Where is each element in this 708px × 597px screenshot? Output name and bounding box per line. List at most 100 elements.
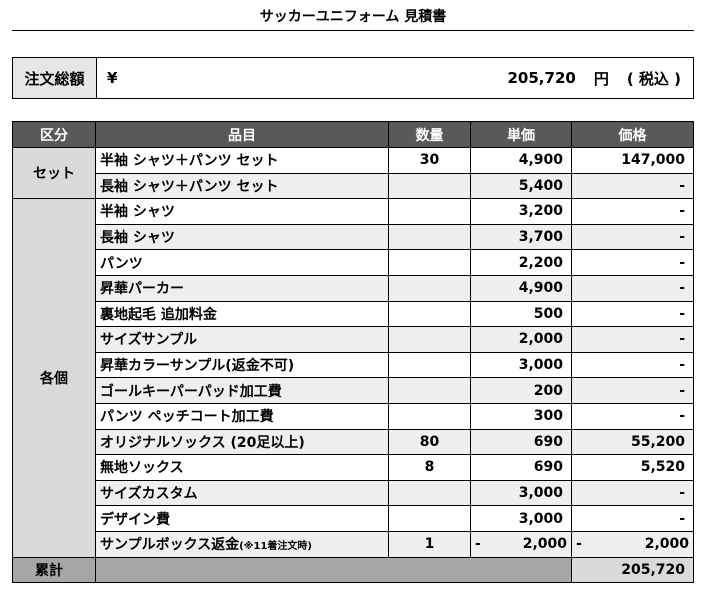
table-row: 無地ソックス 8 690 5,520 xyxy=(13,454,694,481)
col-header-qty: 数量 xyxy=(388,121,471,148)
table-row: サイズカスタム 3,000 - xyxy=(13,479,694,507)
row-amount: 55,200 xyxy=(571,428,694,456)
row-unit-price: 300 xyxy=(470,402,572,430)
table-row: ゴールキーパーパッド加工費 200 - xyxy=(13,377,694,404)
row-unit-price: 3,000 xyxy=(470,479,572,507)
row-amount: - xyxy=(571,300,694,328)
category-set: セット xyxy=(12,146,96,200)
row-item-note: (※11着注文時) xyxy=(239,541,312,553)
row-unit-price: 4,900 xyxy=(470,147,572,174)
row-item: ゴールキーパーパッド加工費 xyxy=(95,377,389,404)
table-row: 昇華パーカー 4,900 - xyxy=(13,274,694,302)
row-unit-price: 2,000 xyxy=(470,326,572,353)
table-row: パンツ 2,200 - xyxy=(13,249,694,276)
row-qty xyxy=(388,274,471,302)
summary-spacer xyxy=(95,556,572,584)
row-item: 長袖 シャツ xyxy=(95,223,389,251)
price-value: 2,000 xyxy=(522,536,567,553)
row-qty: 1 xyxy=(388,530,471,558)
row-amount: - xyxy=(571,351,694,379)
row-qty xyxy=(388,351,471,379)
document-title: サッカーユニフォーム 見積書 xyxy=(12,0,694,31)
row-amount: - xyxy=(571,505,694,532)
order-total-label: 注文総額 xyxy=(13,58,97,98)
row-qty xyxy=(388,479,471,507)
row-amount: 5,520 xyxy=(571,454,694,481)
row-item: 長袖 シャツ＋パンツ セット xyxy=(95,172,389,200)
row-unit-price: 500 xyxy=(470,300,572,328)
row-qty xyxy=(388,377,471,404)
row-qty: 30 xyxy=(388,147,471,174)
row-item: 昇華カラーサンプル(返金不可) xyxy=(95,351,389,379)
summary-row: 累計 205,720 xyxy=(12,556,694,584)
row-qty xyxy=(388,223,471,251)
row-unit-price: 3,700 xyxy=(470,223,572,251)
amount-sign: - xyxy=(576,536,582,553)
order-total-unit: 円 xyxy=(593,69,609,88)
row-item: サイズサンプル xyxy=(95,326,389,353)
row-item: 裏地起毛 追加料金 xyxy=(95,300,389,328)
row-unit-price: 2,200 xyxy=(470,249,572,276)
row-item: サイズカスタム xyxy=(95,479,389,507)
col-header-unit-price: 単価 xyxy=(470,121,572,148)
row-item: 無地ソックス xyxy=(95,454,389,481)
row-amount: 147,000 xyxy=(571,147,694,174)
table-row: 長袖 シャツ＋パンツ セット 5,400 - xyxy=(13,172,694,200)
table-row: 長袖 シャツ 3,700 - xyxy=(13,223,694,251)
order-total-box: 注文総額 ¥ 205,720 円 ( 税込 ) xyxy=(12,57,694,99)
table-row: デザイン費 3,000 - xyxy=(13,505,694,532)
row-qty: 8 xyxy=(388,454,471,481)
row-item: デザイン費 xyxy=(95,505,389,532)
col-header-price: 価格 xyxy=(571,121,694,148)
row-amount: - xyxy=(571,274,694,302)
row-unit-price: 3,000 xyxy=(470,505,572,532)
row-item: 昇華パーカー xyxy=(95,274,389,302)
row-unit-price: - 2,000 xyxy=(470,530,572,558)
row-amount: - xyxy=(571,198,694,225)
row-amount: - xyxy=(571,479,694,507)
row-item: パンツ xyxy=(95,249,389,276)
row-unit-price: 200 xyxy=(470,377,572,404)
row-qty xyxy=(388,505,471,532)
tax-note: ( 税込 ) xyxy=(626,69,681,88)
table-row: サンプルボックス返金(※11着注文時) 1 -2,000 -2,000 xyxy=(13,530,694,558)
row-unit-price: 3,000 xyxy=(470,351,572,379)
col-header-item: 品目 xyxy=(95,121,389,148)
row-item: 半袖 シャツ＋パンツ セット xyxy=(95,147,389,174)
row-unit-price: 5,400 xyxy=(470,172,572,200)
row-item: パンツ ペッチコート加工費 xyxy=(95,402,389,430)
row-unit-price: 690 xyxy=(470,454,572,481)
order-total-amount: 205,720 xyxy=(507,69,576,87)
table-row: 各個 半袖 シャツ 3,200 - xyxy=(12,198,694,558)
table-row: 昇華カラーサンプル(返金不可) 3,000 - xyxy=(13,351,694,379)
row-qty: 80 xyxy=(388,428,471,456)
row-qty xyxy=(388,198,471,225)
row-amount: - xyxy=(571,402,694,430)
row-amount: - xyxy=(571,249,694,276)
row-amount: - 2,000 xyxy=(571,530,694,558)
table-row: 裏地起毛 追加料金 500 - xyxy=(13,300,694,328)
row-item: 半袖 シャツ xyxy=(95,198,389,225)
estimate-table: 区分 品目 数量 単価 価格 セット 半袖 シャツ＋パンツ セット 30 4,9… xyxy=(12,121,694,584)
row-item: サンプルボックス返金(※11着注文時) xyxy=(95,530,389,558)
table-row: セット 半袖 シャツ＋パンツ セット 30 4,900 147,000 xyxy=(12,146,694,200)
row-qty xyxy=(388,326,471,353)
row-qty xyxy=(388,402,471,430)
row-amount: - xyxy=(571,377,694,404)
price-sign: - xyxy=(475,536,481,553)
amount-value: 2,000 xyxy=(644,536,689,553)
table-row: パンツ ペッチコート加工費 300 - xyxy=(13,402,694,430)
row-item-label: サンプルボックス返金 xyxy=(100,537,240,554)
row-qty xyxy=(388,249,471,276)
category-each: 各個 xyxy=(12,198,96,558)
row-amount: - xyxy=(571,326,694,353)
row-item: オリジナルソックス (20足以上) xyxy=(95,428,389,456)
row-unit-price: 3,200 xyxy=(470,198,572,225)
order-total-amount-group: 205,720 円 ( 税込 ) xyxy=(137,58,693,98)
row-amount: - xyxy=(571,223,694,251)
col-header-category: 区分 xyxy=(12,121,96,148)
summary-label: 累計 xyxy=(12,556,96,584)
row-qty xyxy=(388,300,471,328)
row-qty xyxy=(388,172,471,200)
table-row: オリジナルソックス (20足以上) 80 690 55,200 xyxy=(13,428,694,456)
